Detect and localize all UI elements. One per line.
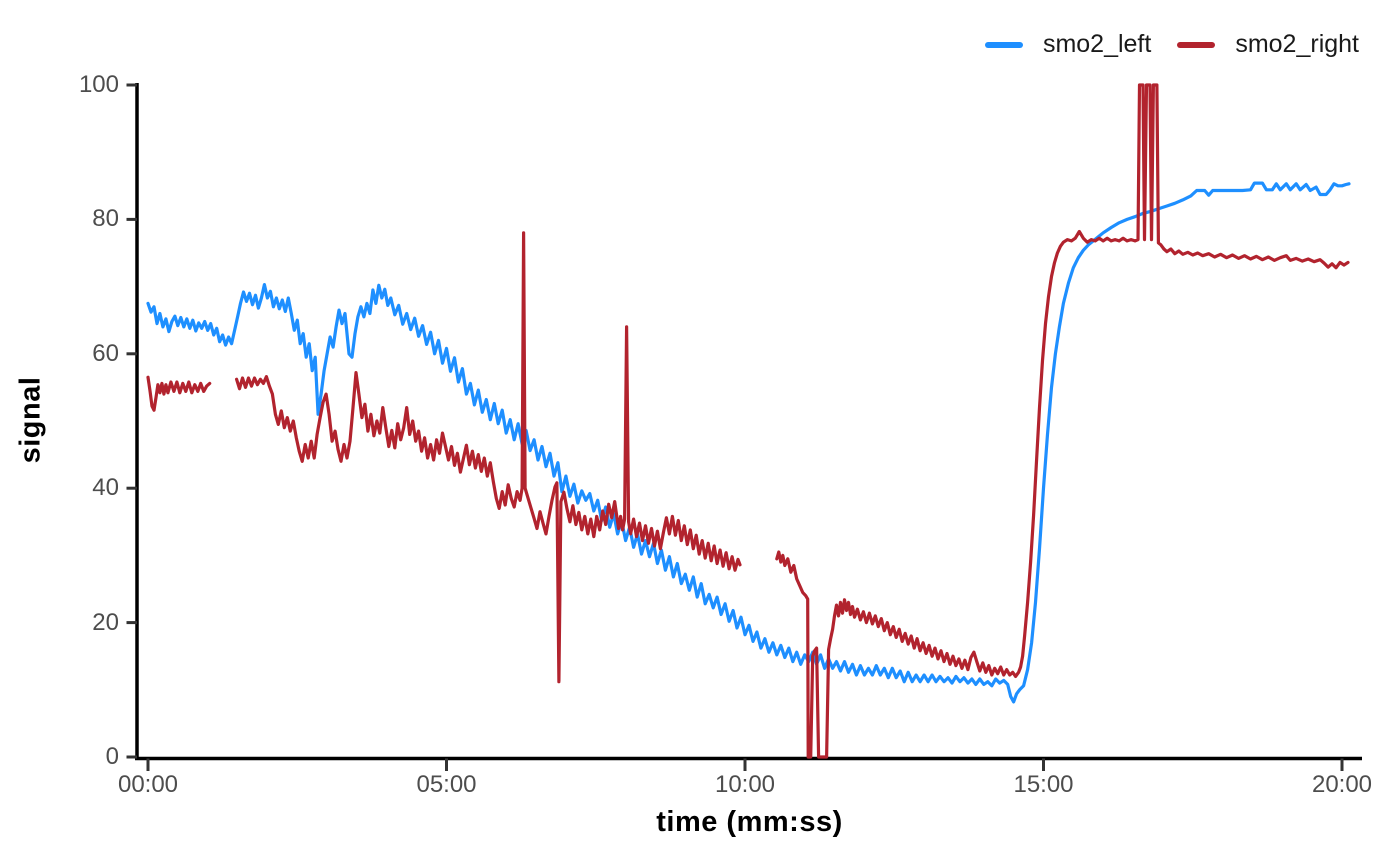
x-tick-label: 15:00: [1013, 771, 1074, 798]
series-line-smo2_right: [146, 375, 212, 412]
legend-label: smo2_left: [1042, 30, 1152, 58]
legend-key-smo2_right: [1177, 41, 1216, 48]
legend-item-smo2_right: smo2_right: [1177, 30, 1359, 59]
legend-label: smo2_right: [1235, 30, 1359, 58]
x-tick-label: 05:00: [416, 771, 477, 798]
x-tick-label: 20:00: [1311, 771, 1373, 798]
y-tick-label: 20: [92, 608, 119, 636]
y-tick-label: 100: [78, 71, 119, 98]
axes: [135, 83, 1362, 761]
series-lines: [146, 83, 1351, 759]
tick-marks: [126, 83, 1344, 771]
x-axis-title: time (mm:ss): [656, 806, 843, 838]
x-tick-label: 00:00: [117, 771, 179, 798]
legend-key-smo2_left: [984, 41, 1023, 48]
y-tick-label: 60: [92, 339, 119, 367]
y-tick-label: 0: [105, 743, 119, 770]
x-tick-label: 10:00: [714, 771, 776, 798]
series-line-smo2_right: [775, 83, 1350, 759]
y-tick-label: 80: [92, 205, 119, 233]
y-tick-label: 40: [92, 474, 119, 502]
series-line-smo2_right: [235, 231, 742, 684]
legend: smo2_left smo2_right: [984, 30, 1359, 59]
series-line-smo2_left: [146, 181, 1351, 704]
legend-item-smo2_left: smo2_left: [984, 30, 1152, 59]
y-axis-title: signal: [14, 376, 47, 464]
